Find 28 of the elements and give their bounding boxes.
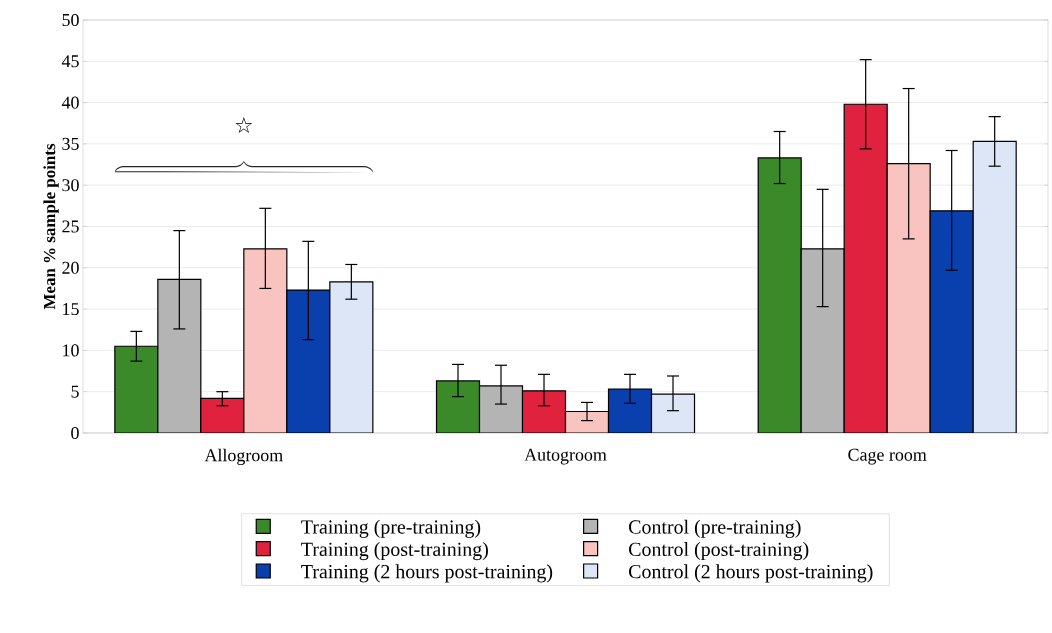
x-tick-label: Cage room <box>848 448 927 465</box>
legend-label: Training (post-training) <box>301 542 488 561</box>
legend-label: Training (2 hours post-training) <box>301 564 553 583</box>
legend-label: Control (pre-training) <box>629 519 801 538</box>
y-tick-label: 30 <box>62 179 79 192</box>
annotation: ☆ <box>235 117 253 133</box>
y-tick-label: 5 <box>71 385 79 398</box>
y-axis-title: Mean % sample points <box>43 143 59 310</box>
y-tick-label: 20 <box>62 261 79 274</box>
y-tick-label: 15 <box>63 303 79 316</box>
legend-label: Control (post-training) <box>629 542 809 561</box>
y-tick-label: 40 <box>61 96 79 109</box>
y-tick-label: 0 <box>71 426 79 440</box>
y-tick-label: 10 <box>63 344 79 357</box>
y-tick-label: 45 <box>61 55 79 68</box>
bar <box>650 393 696 433</box>
bar <box>329 281 374 433</box>
bar <box>521 390 567 433</box>
y-tick-label: 50 <box>62 13 79 27</box>
legend-label: Training (pre-training) <box>301 519 481 538</box>
bar <box>200 397 245 433</box>
y-tick-label: 25 <box>62 220 79 233</box>
legend-label: Control (2 hours post-training) <box>629 564 873 583</box>
x-tick-label: Autogroom <box>524 448 607 465</box>
bar <box>843 103 888 433</box>
x-tick-label: Allogroom <box>204 448 283 466</box>
y-tick-label: 35 <box>62 137 79 150</box>
bar <box>972 140 1017 433</box>
